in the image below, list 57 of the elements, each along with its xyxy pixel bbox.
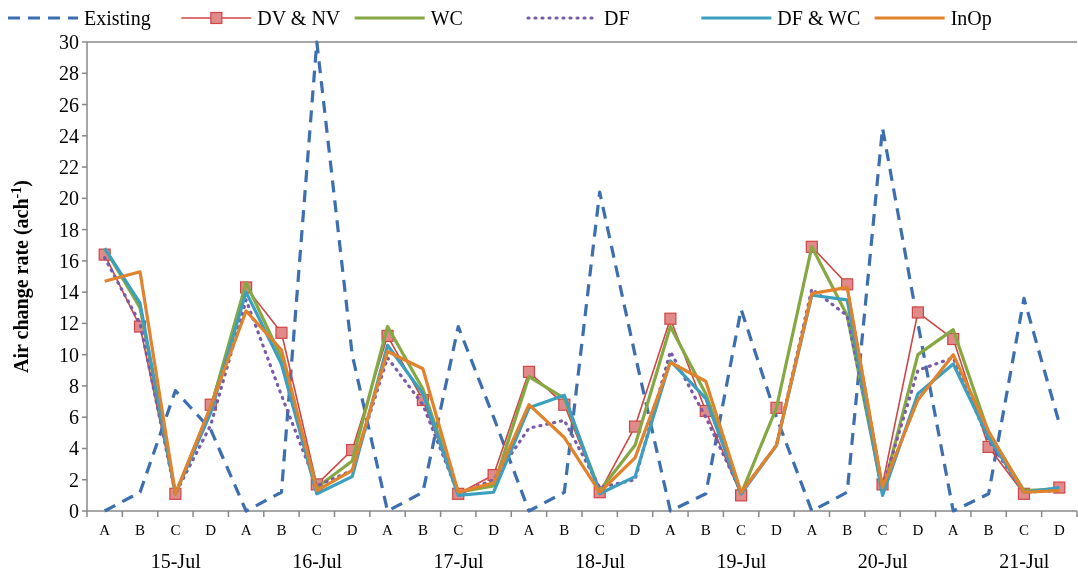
x-tick-label: A xyxy=(523,522,535,538)
text: 20-Jul xyxy=(857,550,909,572)
x-tick-label: A xyxy=(947,522,959,538)
y-tick-label: 0 xyxy=(69,500,79,522)
text: 19-Jul xyxy=(716,550,767,572)
y-tick-label: 10 xyxy=(59,343,79,366)
x-tick-label: B xyxy=(559,522,570,538)
text: 17-Jul xyxy=(433,550,485,572)
y-tick-label: 20 xyxy=(59,187,79,210)
x-tick-label: A xyxy=(664,522,676,538)
x-tick-label: A xyxy=(99,522,111,538)
x-tick-label: A xyxy=(806,522,818,538)
text: 18-Jul xyxy=(575,550,626,572)
x-tick-label: B xyxy=(842,522,853,538)
x-tick-label: C xyxy=(311,522,322,538)
legend-label: DV & NV xyxy=(257,7,341,29)
y-tick-label: 6 xyxy=(69,406,79,429)
x-tick-label: B xyxy=(417,522,428,538)
x-tick-label: C xyxy=(1018,522,1029,538)
text: 15-Jul xyxy=(150,550,202,572)
x-tick-label: D xyxy=(771,522,783,538)
legend-label: DF xyxy=(604,7,630,29)
y-tick-label: 18 xyxy=(59,218,79,241)
y-tick-label: 2 xyxy=(69,468,79,491)
x-tick-label: D xyxy=(912,522,924,538)
x-tick-label: A xyxy=(382,522,394,538)
x-tick-label: B xyxy=(983,522,994,538)
x-tick-label: D xyxy=(346,522,358,538)
legend-label: Existing xyxy=(84,7,151,30)
y-tick-label: 22 xyxy=(59,156,79,179)
y-tick-label: 8 xyxy=(69,374,79,397)
y-tick-label: 24 xyxy=(59,124,79,147)
x-tick-label: B xyxy=(135,522,146,538)
x-tick-label: C xyxy=(736,522,747,538)
y-tick-label: 30 xyxy=(59,31,79,53)
y-tick-label: 14 xyxy=(59,281,79,304)
y-tick-label: 12 xyxy=(59,312,79,335)
x-tick-label: B xyxy=(700,522,711,538)
text: 16-Jul xyxy=(292,550,343,572)
x-tick-label: C xyxy=(594,522,605,538)
text: 21-Jul xyxy=(999,550,1050,572)
y-tick-label: 16 xyxy=(59,249,79,272)
x-tick-label: A xyxy=(240,522,252,538)
x-tick-label: C xyxy=(453,522,464,538)
legend-label: InOp xyxy=(950,7,992,30)
y-tick-label: 28 xyxy=(59,62,79,85)
x-tick-label: C xyxy=(170,522,181,538)
x-tick-label: D xyxy=(488,522,500,538)
x-tick-label: D xyxy=(629,522,641,538)
x-tick-label: D xyxy=(205,522,217,538)
x-tick-label: D xyxy=(1053,522,1065,538)
legend-label: DF & WC xyxy=(777,7,861,29)
y-tick-label: 26 xyxy=(59,93,79,116)
legend-label: WC xyxy=(430,7,463,29)
x-tick-label: C xyxy=(877,522,888,538)
x-tick-label: B xyxy=(276,522,287,538)
y-tick-label: 4 xyxy=(69,437,79,460)
